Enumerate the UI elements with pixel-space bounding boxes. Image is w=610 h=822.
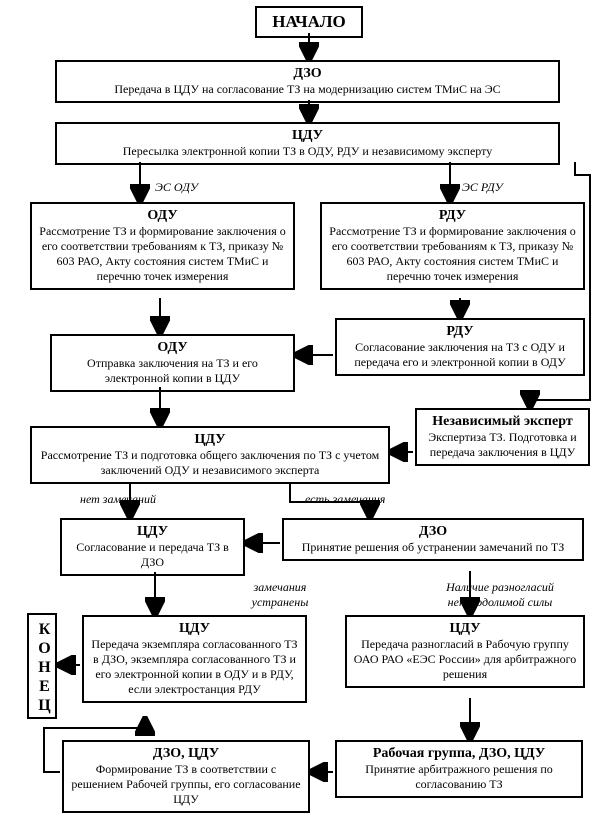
dzo1-title: ДЗО bbox=[63, 66, 552, 82]
rg-node: Рабочая группа, ДЗО, ЦДУ Принятие арбитр… bbox=[335, 740, 583, 798]
label-has-remarks: есть замечания bbox=[305, 492, 385, 507]
cdu2-node: ЦДУ Рассмотрение ТЗ и подготовка общего … bbox=[30, 426, 390, 484]
rdu2-node: РДУ Согласование заключения на ТЗ с ОДУ … bbox=[335, 318, 585, 376]
cdu1-node: ЦДУ Пересылка электронной копии ТЗ в ОДУ… bbox=[55, 122, 560, 165]
odu1-title: ОДУ bbox=[38, 208, 287, 224]
cdu4-node: ЦДУ Передача экземпляра согласованного Т… bbox=[82, 615, 307, 703]
odu2-title: ОДУ bbox=[58, 340, 287, 356]
expert-title: Независимый эксперт bbox=[423, 414, 582, 430]
cdu3-title: ЦДУ bbox=[68, 524, 237, 540]
cdu2-body: Рассмотрение ТЗ и подготовка общего закл… bbox=[38, 448, 382, 478]
dzo2-body: Принятие решения об устранении замечаний… bbox=[290, 540, 576, 555]
label-force-majeure: Наличие разногласий непреодолимой силы bbox=[420, 580, 580, 610]
start-node: НАЧАЛО bbox=[255, 6, 363, 38]
dzo-cdu-node: ДЗО, ЦДУ Формирование ТЗ в соответствии … bbox=[62, 740, 310, 813]
cdu3-body: Согласование и передача ТЗ в ДЗО bbox=[68, 540, 237, 570]
expert-body: Экспертиза ТЗ. Подготовка и передача зак… bbox=[423, 430, 582, 460]
odu1-body: Рассмотрение ТЗ и формирование заключени… bbox=[38, 224, 287, 284]
rdu2-body: Согласование заключения на ТЗ с ОДУ и пе… bbox=[343, 340, 577, 370]
rg-body: Принятие арбитражного решения по согласо… bbox=[343, 762, 575, 792]
odu2-body: Отправка заключения на ТЗ и его электрон… bbox=[58, 356, 287, 386]
cdu4-title: ЦДУ bbox=[90, 621, 299, 637]
label-no-remarks: нет замечаний bbox=[80, 492, 156, 507]
label-es-odu: ЭС ОДУ bbox=[155, 180, 198, 195]
cdu1-title: ЦДУ bbox=[63, 128, 552, 144]
rdu2-title: РДУ bbox=[343, 324, 577, 340]
cdu3-node: ЦДУ Согласование и передача ТЗ в ДЗО bbox=[60, 518, 245, 576]
cdu4-body: Передача экземпляра согласованного ТЗ в … bbox=[90, 637, 299, 697]
dzo1-node: ДЗО Передача в ЦДУ на согласование ТЗ на… bbox=[55, 60, 560, 103]
rdu1-title: РДУ bbox=[328, 208, 577, 224]
dzo1-body: Передача в ЦДУ на согласование ТЗ на мод… bbox=[63, 82, 552, 97]
rdu1-node: РДУ Рассмотрение ТЗ и формирование заклю… bbox=[320, 202, 585, 290]
rg-title: Рабочая группа, ДЗО, ЦДУ bbox=[343, 746, 575, 762]
label-es-rdu: ЭС РДУ bbox=[462, 180, 503, 195]
dzo2-title: ДЗО bbox=[290, 524, 576, 540]
rdu1-body: Рассмотрение ТЗ и формирование заключени… bbox=[328, 224, 577, 284]
cdu5-body: Передача разногласий в Рабочую группу ОА… bbox=[353, 637, 577, 682]
end-node: КОНЕЦ bbox=[27, 613, 57, 719]
odu2-node: ОДУ Отправка заключения на ТЗ и его элек… bbox=[50, 334, 295, 392]
dzo-cdu-body: Формирование ТЗ в соответствии с решение… bbox=[70, 762, 302, 807]
label-remarks-fixed: замечания устранены bbox=[235, 580, 325, 610]
cdu2-title: ЦДУ bbox=[38, 432, 382, 448]
odu1-node: ОДУ Рассмотрение ТЗ и формирование заклю… bbox=[30, 202, 295, 290]
expert-node: Независимый эксперт Экспертиза ТЗ. Подго… bbox=[415, 408, 590, 466]
cdu5-node: ЦДУ Передача разногласий в Рабочую групп… bbox=[345, 615, 585, 688]
dzo2-node: ДЗО Принятие решения об устранении замеч… bbox=[282, 518, 584, 561]
cdu1-body: Пересылка электронной копии ТЗ в ОДУ, РД… bbox=[63, 144, 552, 159]
start-title: НАЧАЛО bbox=[263, 12, 355, 32]
dzo-cdu-title: ДЗО, ЦДУ bbox=[70, 746, 302, 762]
cdu5-title: ЦДУ bbox=[353, 621, 577, 637]
